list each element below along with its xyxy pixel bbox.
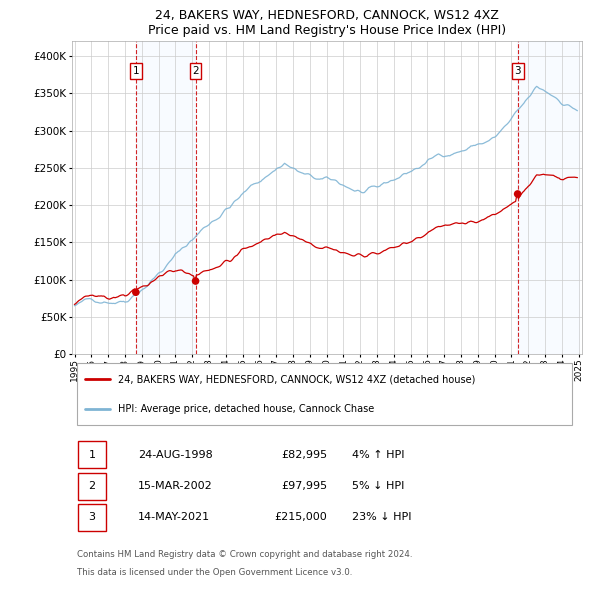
FancyBboxPatch shape bbox=[77, 363, 572, 425]
FancyBboxPatch shape bbox=[78, 441, 106, 468]
Text: 4% ↑ HPI: 4% ↑ HPI bbox=[353, 450, 405, 460]
Text: This data is licensed under the Open Government Licence v3.0.: This data is licensed under the Open Gov… bbox=[77, 568, 352, 577]
Point bbox=[513, 189, 523, 199]
Bar bbox=[517, 41, 579, 354]
Text: £215,000: £215,000 bbox=[274, 512, 327, 522]
Text: £97,995: £97,995 bbox=[281, 481, 327, 491]
Point bbox=[191, 276, 200, 286]
FancyBboxPatch shape bbox=[78, 473, 106, 500]
Text: 14-MAY-2021: 14-MAY-2021 bbox=[139, 512, 211, 522]
Text: 1: 1 bbox=[133, 66, 139, 76]
Text: HPI: Average price, detached house, Cannock Chase: HPI: Average price, detached house, Cann… bbox=[118, 404, 374, 414]
Text: 24, BAKERS WAY, HEDNESFORD, CANNOCK, WS12 4XZ (detached house): 24, BAKERS WAY, HEDNESFORD, CANNOCK, WS1… bbox=[118, 374, 475, 384]
Bar bbox=[136, 41, 195, 354]
Point bbox=[131, 287, 140, 297]
FancyBboxPatch shape bbox=[78, 504, 106, 531]
Text: 3: 3 bbox=[88, 512, 95, 522]
Title: 24, BAKERS WAY, HEDNESFORD, CANNOCK, WS12 4XZ
Price paid vs. HM Land Registry's : 24, BAKERS WAY, HEDNESFORD, CANNOCK, WS1… bbox=[148, 9, 506, 37]
Text: 3: 3 bbox=[514, 66, 521, 76]
Text: 23% ↓ HPI: 23% ↓ HPI bbox=[353, 512, 412, 522]
Text: 5% ↓ HPI: 5% ↓ HPI bbox=[353, 481, 405, 491]
Text: 1: 1 bbox=[88, 450, 95, 460]
Text: Contains HM Land Registry data © Crown copyright and database right 2024.: Contains HM Land Registry data © Crown c… bbox=[77, 550, 413, 559]
Text: £82,995: £82,995 bbox=[281, 450, 327, 460]
Text: 24-AUG-1998: 24-AUG-1998 bbox=[139, 450, 213, 460]
Text: 2: 2 bbox=[192, 66, 199, 76]
Text: 2: 2 bbox=[88, 481, 95, 491]
Text: 15-MAR-2002: 15-MAR-2002 bbox=[139, 481, 213, 491]
